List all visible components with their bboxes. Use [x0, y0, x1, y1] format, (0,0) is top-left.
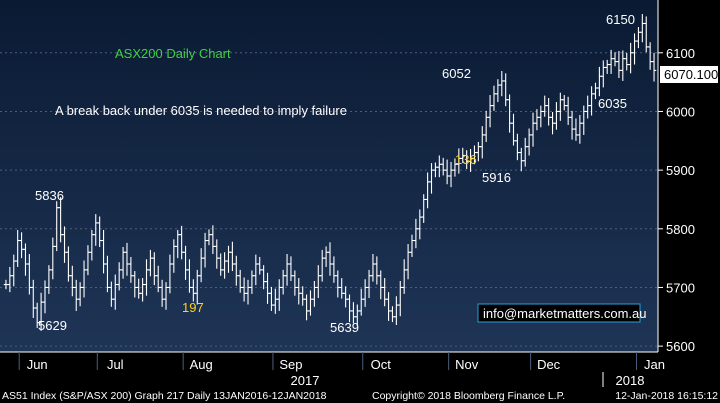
x-year-label: 2018 [616, 373, 645, 388]
footer-left: AS51 Index (S&P/ASX 200) Graph 217 Daily… [2, 390, 327, 402]
annotation-136: 136 [455, 152, 477, 167]
x-month-label: Aug [190, 357, 213, 372]
x-month-label: Oct [371, 357, 392, 372]
annotation-6150: 6150 [606, 12, 635, 27]
x-month-label: Sep [279, 357, 302, 372]
email-text: info@marketmatters.com.au [483, 306, 646, 321]
y-tick-label: 5600 [666, 339, 695, 354]
annotation-197: 197 [182, 300, 204, 315]
chart-title: ASX200 Daily Chart [115, 46, 231, 61]
annotation-5916: 5916 [482, 170, 511, 185]
x-year-label: 2017 [291, 373, 320, 388]
x-month-label: Dec [537, 357, 561, 372]
x-month-label: Jan [644, 357, 665, 372]
x-month-label: Jun [27, 357, 48, 372]
x-month-label: Jul [107, 357, 124, 372]
y-tick-label: 5900 [666, 163, 695, 178]
annotation-5629: 5629 [38, 318, 67, 333]
footer-right: 12-Jan-2018 16:15:12 [615, 390, 718, 402]
x-axis: Jun Jul Aug Sep Oct Nov Dec Jan 2017 2018 [0, 351, 665, 388]
last-price-box [660, 66, 718, 83]
plot-area [0, 0, 658, 352]
footer-center: Copyright© 2018 Bloomberg Finance L.P. [372, 390, 565, 402]
y-tick-label: 6000 [666, 104, 695, 119]
x-month-label: Nov [455, 357, 479, 372]
annotation-6035: 6035 [598, 96, 627, 111]
y-axis: 5600 5700 5800 5900 6000 6100 [657, 0, 695, 354]
last-price-label: 6070.100 [664, 67, 718, 82]
ohlc-bar [651, 52, 657, 82]
annotation-5836: 5836 [35, 188, 64, 203]
footer-bar [0, 387, 720, 403]
y-tick-label: 5700 [666, 280, 695, 295]
y-tick-label: 5800 [666, 222, 695, 237]
failure-note: A break back under 6035 is needed to imp… [55, 103, 347, 118]
price-bars [3, 14, 657, 331]
y-tick-label: 6100 [666, 46, 695, 61]
email-box [477, 303, 641, 323]
annotation-5639: 5639 [330, 320, 359, 335]
annotation-6052: 6052 [442, 66, 471, 81]
